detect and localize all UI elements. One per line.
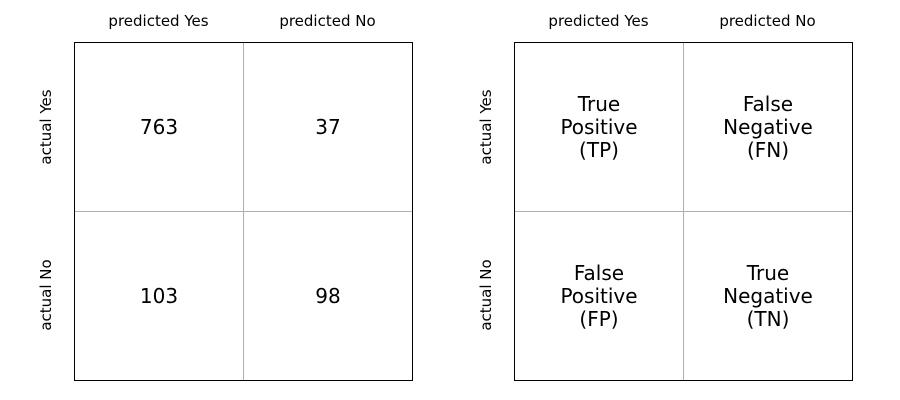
cell-value: 103 [139,284,179,308]
grid-divider-horizontal [75,211,412,212]
row-label-actual-yes: actual Yes [477,89,495,165]
matrix-grid: True Positive (TP) False Negative (FN) F… [514,42,853,381]
column-label-predicted-no: predicted No [719,12,816,30]
row-label-actual-yes: actual Yes [37,89,55,165]
cell-term: True Negative (TN) [723,260,813,331]
cell-false-positive: False Positive (FP) [515,212,683,380]
matrix-grid: 763 37 103 98 [74,42,413,381]
cell-value: 763 [139,115,179,139]
cell-true-positive: True Positive (TP) [515,43,683,211]
grid-divider-horizontal [515,211,852,212]
cell-false-positive: 103 [75,212,243,380]
confusion-matrix-counts: predicted Yes predicted No actual Yes ac… [0,0,413,400]
column-label-predicted-yes: predicted Yes [548,12,649,30]
cell-value: 37 [315,115,341,139]
cell-true-negative: True Negative (TN) [684,212,852,380]
cell-value: 98 [315,284,341,308]
column-label-predicted-yes: predicted Yes [108,12,209,30]
cell-true-negative: 98 [244,212,412,380]
cell-term: True Positive (TP) [560,91,638,162]
row-label-actual-no: actual No [477,259,495,331]
cell-false-negative: False Negative (FN) [684,43,852,211]
column-label-predicted-no: predicted No [279,12,376,30]
cell-term: False Positive (FP) [560,260,638,331]
cell-false-negative: 37 [244,43,412,211]
row-label-actual-no: actual No [37,259,55,331]
cell-term: False Negative (FN) [723,91,813,162]
confusion-matrix-legend: predicted Yes predicted No actual Yes ac… [440,0,853,400]
cell-true-positive: 763 [75,43,243,211]
